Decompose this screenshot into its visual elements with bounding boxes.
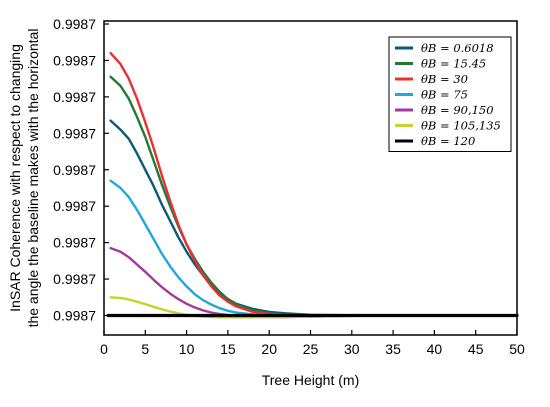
y-tick-label: 0.9987 [53,198,96,214]
y-axis-title-line-1: InSAR Coherence with respect to changing [7,44,23,312]
y-axis-title: InSAR Coherence with respect to changing… [7,29,41,328]
x-tick-label: 40 [427,341,443,357]
plot-frame [103,20,518,336]
x-tick-label: 10 [179,341,195,357]
y-tick-label: 0.9987 [53,89,96,105]
series-line-2 [109,75,358,317]
x-tick-label: 0 [100,341,108,357]
legend-entry: θB = 30 [421,72,468,86]
x-tick-label: 25 [303,341,319,357]
legend-entry: θB = 120 [421,134,475,148]
x-tick-label: 5 [141,341,149,357]
legend-entry: θB = 75 [421,88,468,102]
series-line-3 [109,51,358,317]
y-tick-label: 0.9987 [53,52,96,68]
x-tick-label: 50 [509,341,525,357]
y-tick-label: 0.9987 [53,16,96,32]
legend-entry: θB = 90,150 [421,103,494,117]
y-tick-label: 0.9987 [53,271,96,287]
y-tick-label: 0.9987 [53,125,96,141]
y-axis-title-line-2: the angle the baseline makes with the ho… [25,29,41,328]
y-tick-label: 0.9987 [53,308,96,324]
series-lines [106,51,519,319]
x-tick-label: 20 [261,341,277,357]
x-tick-label: 30 [344,341,360,357]
x-tick-label: 35 [385,341,401,357]
x-axis-title: Tree Height (m) [262,372,360,388]
axis-ticks: 0 5 10 15 20 25 30 35 40 45 50 0.9987 0.9987 0.9987 0.… [53,16,525,357]
y-tick-label: 0.9987 [53,235,96,251]
y-tick-label: 0.9987 [53,162,96,178]
legend-entry: θB = 15.45 [421,57,486,71]
x-tick-label: 45 [468,341,484,357]
series-line-4 [109,179,358,318]
legend-entry: θB = 105,135 [421,119,501,133]
x-tick-label: 15 [220,341,236,357]
series-line-1 [109,119,358,317]
series-line-5 [109,246,358,319]
legend-entry: θB = 0.6018 [421,41,494,55]
